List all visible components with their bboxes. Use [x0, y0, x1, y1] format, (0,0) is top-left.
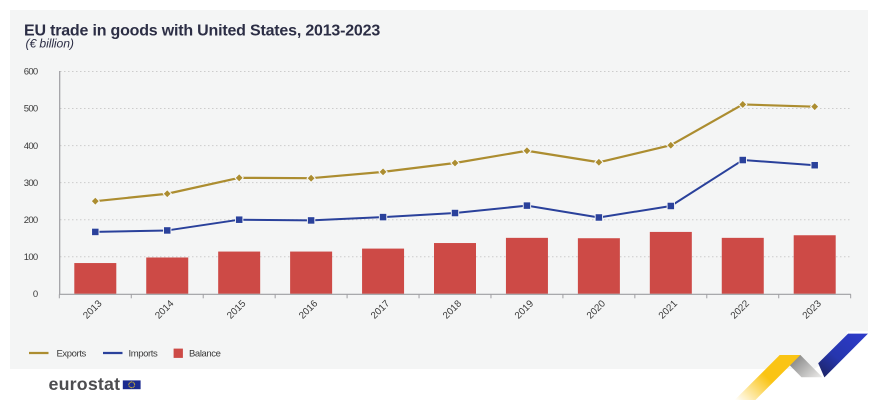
svg-text:100: 100 — [24, 252, 38, 263]
svg-text:200: 200 — [24, 215, 38, 226]
svg-text:500: 500 — [24, 104, 38, 115]
svg-text:Exports: Exports — [57, 349, 87, 360]
svg-text:400: 400 — [24, 141, 38, 152]
svg-text:Imports: Imports — [129, 349, 159, 360]
svg-text:0: 0 — [33, 289, 38, 300]
svg-text:(€ billion): (€ billion) — [26, 37, 74, 51]
svg-text:eurostat: eurostat — [49, 374, 121, 394]
svg-text:EU trade in goods with United: EU trade in goods with United States, 20… — [24, 23, 380, 40]
svg-text:300: 300 — [24, 178, 38, 189]
svg-text:600: 600 — [24, 67, 38, 78]
svg-text:Balance: Balance — [189, 349, 221, 360]
